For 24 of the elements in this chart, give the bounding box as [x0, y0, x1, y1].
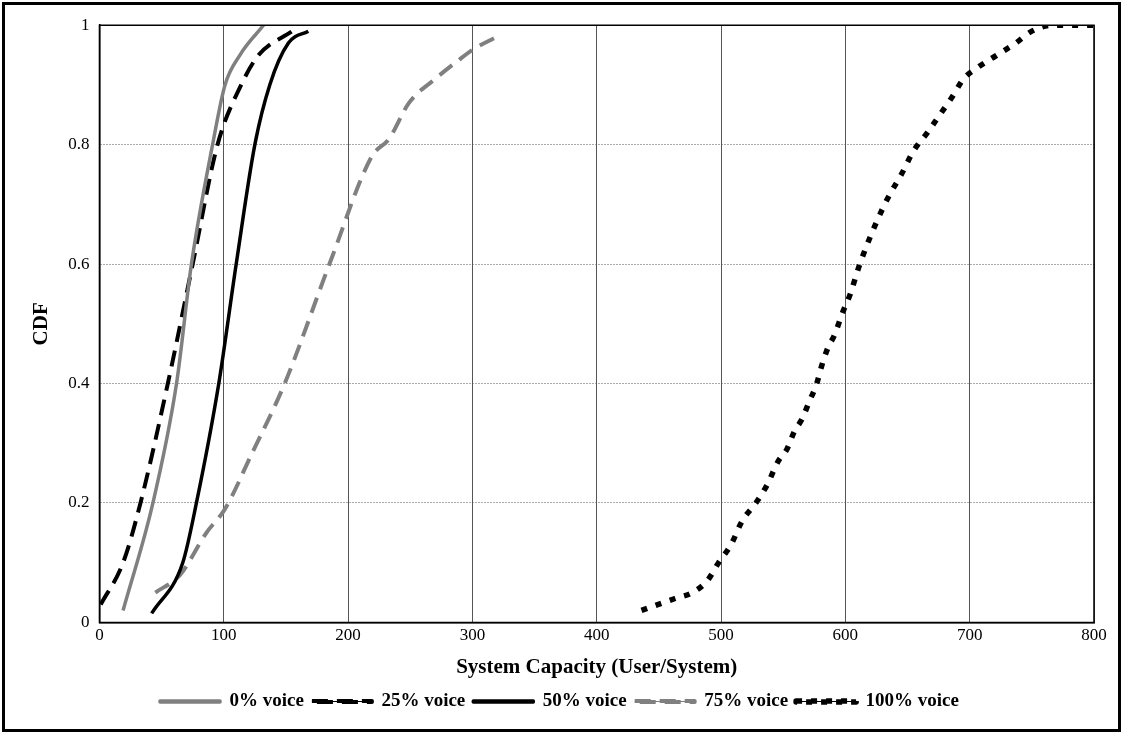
y-tick-label: 0.4	[68, 372, 90, 392]
x-tick-label: 200	[335, 625, 361, 645]
line-series	[149, 29, 311, 616]
y-tick-label: 0.8	[68, 134, 90, 154]
y-tick-label: 0.6	[68, 253, 90, 273]
x-tick-label: 800	[1081, 625, 1107, 645]
line-series	[121, 25, 266, 613]
x-axis-title: System Capacity (User/System)	[456, 653, 738, 678]
y-axis-title: CDF	[28, 302, 53, 346]
y-tick-label: 1	[80, 14, 90, 34]
legend-label: 0% voice	[229, 689, 304, 711]
x-tick-label: 0	[95, 625, 104, 645]
legend-label: 75% voice	[704, 689, 789, 711]
y-tick-label: 0	[80, 611, 90, 631]
legend-label: 100% voice	[865, 689, 959, 711]
legend-label: 25% voice	[381, 689, 466, 711]
x-tick-label: 100	[211, 625, 237, 645]
x-tick-label: 300	[459, 625, 486, 645]
x-tick-label: 500	[708, 625, 734, 645]
y-tick-label: 0.2	[68, 492, 90, 512]
x-tick-label: 600	[832, 625, 859, 645]
x-tick-label: 400	[583, 625, 610, 645]
x-tick-label: 700	[956, 625, 983, 645]
legend-label: 50% voice	[542, 689, 627, 711]
